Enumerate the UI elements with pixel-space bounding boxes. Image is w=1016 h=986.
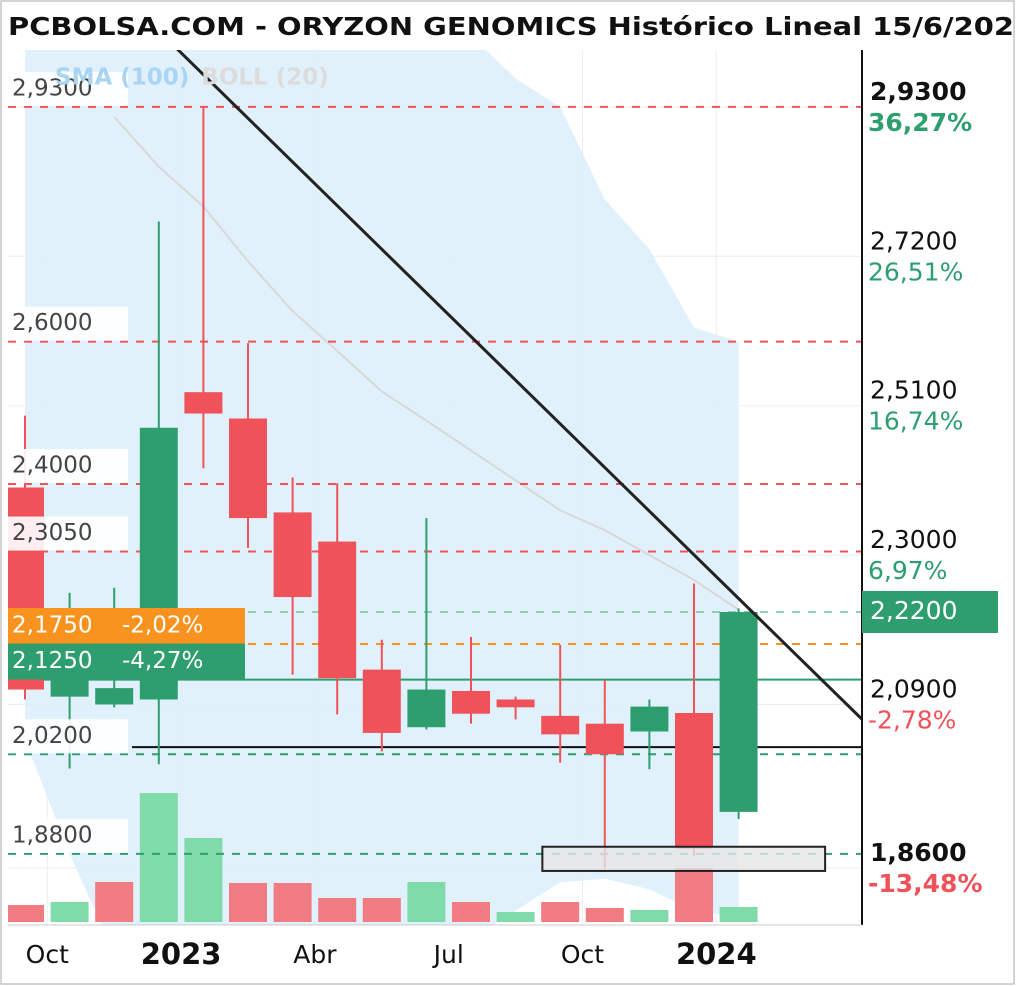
volume-bar xyxy=(50,902,89,922)
level-label-box xyxy=(8,516,128,551)
y-tick-change: 26,51% xyxy=(868,257,963,286)
level-label: 2,3050 xyxy=(12,520,92,546)
trend-line xyxy=(176,50,862,721)
volume-bar xyxy=(675,868,713,922)
volume-bar xyxy=(452,902,490,922)
volume-bar xyxy=(585,908,624,922)
candle-body xyxy=(452,690,490,714)
volume-bar xyxy=(541,902,580,922)
overlay: 2,9300 2,6000 2,4000 2,3050 2,1750 -2,02% 2,12… xyxy=(8,50,998,971)
level-label-box xyxy=(8,719,128,754)
candle-body xyxy=(95,688,134,705)
level-label-box xyxy=(8,306,128,341)
level-label: 2,1250 xyxy=(12,648,92,674)
candle-body xyxy=(362,669,401,733)
last-price-label: 2,2200 xyxy=(870,596,957,625)
y-tick-change: 6,97% xyxy=(868,556,947,585)
candle-body xyxy=(318,541,357,679)
level-change: -4,27% xyxy=(122,648,203,674)
level-label-box xyxy=(8,643,245,680)
candle-body xyxy=(273,512,312,598)
candle-body xyxy=(184,392,223,414)
level-label-box xyxy=(8,448,128,483)
y-tick-change: 16,74% xyxy=(868,407,963,436)
volume-bar xyxy=(719,907,758,922)
zone-box xyxy=(541,845,827,872)
x-tick-label: Oct xyxy=(26,940,69,969)
candle-body xyxy=(407,689,446,728)
volume-bar xyxy=(139,793,178,922)
volume-bar xyxy=(95,882,134,922)
y-tick-change: -13,48% xyxy=(868,869,983,898)
plot-area xyxy=(8,50,862,925)
level-label: 2,9300 xyxy=(12,75,92,101)
level-label: 2,1750 xyxy=(12,613,92,639)
y-tick-change: 36,27% xyxy=(868,108,972,137)
volume-bar xyxy=(229,883,267,922)
level-label: 2,0200 xyxy=(12,723,92,749)
volume-bar xyxy=(407,882,446,922)
volume-bar xyxy=(273,883,312,922)
volume-bar xyxy=(496,912,535,922)
candle-body xyxy=(675,713,713,849)
last-price-box xyxy=(862,590,998,633)
candle-body xyxy=(585,723,624,755)
y-tick-label: 2,7200 xyxy=(870,226,957,255)
level-label: 2,6000 xyxy=(12,310,92,336)
volume-bar xyxy=(8,905,44,922)
volume-bar xyxy=(184,838,223,922)
legend-entry: BOLL (20) xyxy=(201,65,328,91)
x-tick-label: 2023 xyxy=(141,937,222,971)
y-tick-label: 2,9300 xyxy=(870,77,966,106)
x-tick-label: Oct xyxy=(561,940,604,969)
candle-body xyxy=(496,699,535,708)
y-tick-label: 2,5100 xyxy=(870,376,957,405)
y-tick-label: 2,3000 xyxy=(870,525,957,554)
x-tick-label: Jul xyxy=(432,940,464,969)
level-label-box xyxy=(8,71,128,106)
candle-body xyxy=(719,611,758,812)
candle-body xyxy=(630,706,669,732)
sma-line xyxy=(113,116,740,611)
legend-entry: SMA (100) xyxy=(55,65,189,91)
volume-bar xyxy=(318,898,357,922)
x-tick-label: 2024 xyxy=(676,937,757,971)
y-tick-label: 1,8600 xyxy=(870,838,966,867)
volume-bar xyxy=(362,898,401,922)
level-change: -2,02% xyxy=(122,613,203,639)
y-tick-change: -2,78% xyxy=(868,705,956,734)
level-label-box xyxy=(8,608,245,645)
chart-title: PCBOLSA.COM - ORYZON GENOMICS Histórico … xyxy=(8,12,1014,41)
level-label: 1,8800 xyxy=(12,822,92,848)
level-label: 2,4000 xyxy=(12,452,92,478)
volume-bar xyxy=(630,910,669,922)
candle-body xyxy=(541,715,580,735)
level-label-box xyxy=(8,818,128,853)
y-tick-label: 2,0900 xyxy=(870,674,957,703)
candle-body xyxy=(229,418,267,519)
x-tick-label: Abr xyxy=(293,940,337,969)
